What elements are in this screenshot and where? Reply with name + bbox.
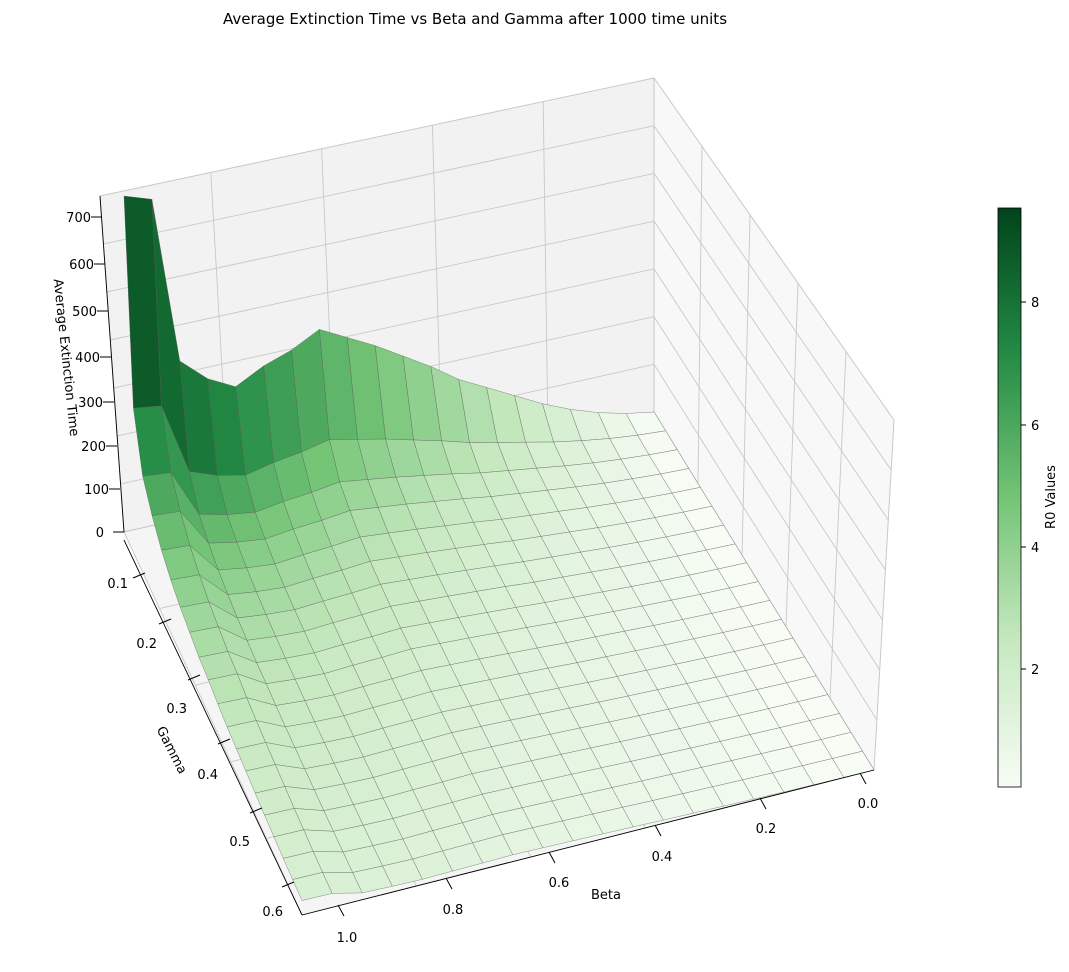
grid-line: [123, 531, 303, 916]
colorbar: 2 4 6 8 R0 Values: [997, 207, 1059, 788]
grid-line: [106, 172, 655, 293]
grid-line: [653, 316, 881, 671]
axis-lines: [99, 195, 875, 916]
grid-line: [829, 351, 847, 699]
z-ticks: 0 100 200 300 400 500 600 700: [66, 211, 124, 541]
grid-line: [103, 125, 655, 245]
colorbar-tick: 8: [1021, 296, 1039, 311]
colorbar-tick-label: 8: [1031, 296, 1039, 311]
beta-tick: 0.8: [443, 877, 464, 918]
gamma-axis-label: Gamma: [153, 724, 190, 777]
grid-line: [653, 173, 889, 521]
z-tick-label: 700: [66, 211, 91, 226]
z-axis-line: [99, 195, 125, 533]
grid-line: [653, 364, 878, 721]
grid-line: [110, 220, 655, 341]
beta-tick-label: 0.0: [858, 797, 879, 812]
colorbar-tick-label: 6: [1031, 419, 1039, 434]
z-tick-label: 400: [75, 351, 100, 366]
grid-line: [653, 77, 895, 421]
gamma-tick-label: 0.2: [136, 637, 157, 652]
grid-line: [653, 125, 892, 471]
gamma-tick: 0.5: [229, 807, 263, 850]
z-tick-label: 100: [84, 483, 109, 498]
gamma-tick: 0.6: [262, 881, 295, 920]
colorbar-tick: 4: [1021, 541, 1039, 556]
z-tick-label: 200: [81, 440, 106, 455]
colorbar-tick-label: 2: [1031, 663, 1039, 678]
colorbar-label: R0 Values: [1044, 465, 1059, 529]
gamma-tick-label: 0.6: [262, 905, 283, 920]
z-tick: 500: [72, 305, 108, 320]
beta-tick-label: 0.6: [549, 876, 570, 891]
beta-tick-label: 0.8: [443, 903, 464, 918]
z-tick: 600: [69, 258, 105, 273]
beta-tick: 0.2: [756, 797, 777, 837]
beta-tick: 0.6: [548, 851, 570, 891]
z-tick-label: 500: [72, 305, 97, 320]
z-tick: 700: [66, 211, 102, 226]
grid-line: [653, 268, 883, 621]
gamma-tick-label: 0.1: [107, 577, 128, 592]
z-tick: 300: [78, 396, 114, 411]
surface-mesh: [123, 195, 875, 901]
grid-line: [873, 419, 895, 771]
gamma-tick: 0.2: [136, 618, 172, 652]
z-tick-label: 600: [69, 258, 94, 273]
grid-line: [785, 283, 799, 627]
beta-tick-label: 0.4: [652, 850, 673, 865]
grid-line: [697, 146, 703, 484]
gamma-axis-line: [123, 539, 303, 916]
gamma-ticks: 0.1 0.2 0.3 0.4 0.5 0.6: [107, 572, 295, 920]
z-tick: 400: [75, 351, 111, 366]
colorbar-tick: 6: [1021, 419, 1039, 434]
beta-tick: 0.4: [652, 824, 673, 865]
beta-tick: 0.0: [858, 772, 879, 812]
grid-line: [113, 268, 655, 389]
z-tick: 0: [96, 526, 124, 541]
z-tick: 200: [81, 440, 117, 455]
beta-tick-label: 1.0: [337, 931, 358, 946]
gamma-tick: 0.1: [107, 572, 146, 592]
gamma-tick-label: 0.3: [166, 702, 187, 717]
grid-line: [99, 77, 655, 197]
grid-line: [653, 220, 886, 571]
beta-tick: 1.0: [337, 904, 358, 946]
grid-line: [542, 101, 549, 437]
colorbar-gradient: [997, 207, 1022, 788]
gamma-tick: 0.3: [166, 674, 201, 717]
z-tick-label: 300: [78, 396, 103, 411]
beta-axis-label: Beta: [591, 888, 621, 903]
beta-axis-line: [301, 769, 875, 916]
chart-title: Average Extinction Time vs Beta and Gamm…: [223, 10, 727, 28]
gamma-tick-label: 0.4: [197, 768, 218, 783]
gamma-tick-label: 0.5: [229, 835, 250, 850]
z-tick-label: 0: [96, 526, 104, 541]
grid-line: [741, 214, 751, 556]
colorbar-tick: 2: [1021, 663, 1039, 678]
colorbar-tick-label: 4: [1031, 541, 1039, 556]
surface-face: [292, 872, 333, 901]
beta-tick-label: 0.2: [756, 822, 777, 837]
gamma-tick: 0.4: [197, 738, 231, 783]
z-tick: 100: [84, 483, 120, 498]
beta-ticks: 0.0 0.2 0.4 0.6 0.8 1.0: [337, 772, 879, 946]
